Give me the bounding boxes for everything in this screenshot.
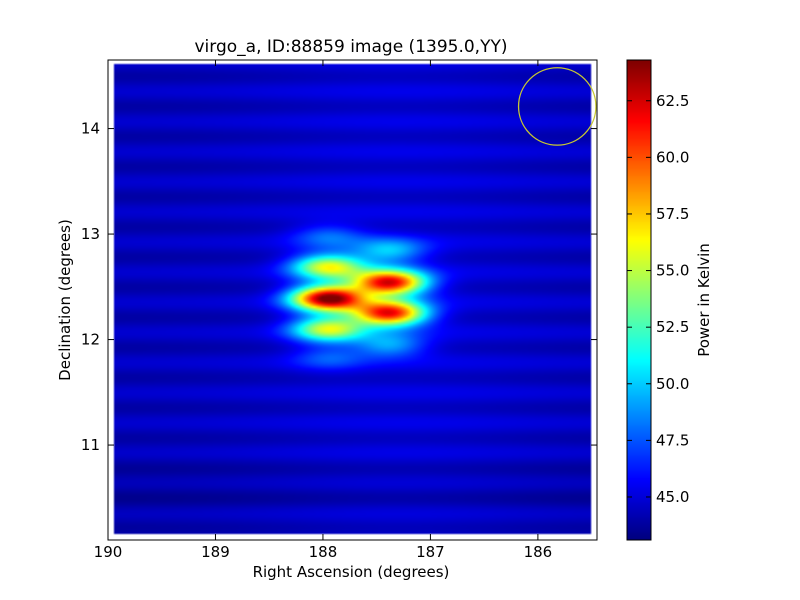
chart-title: virgo_a, ID:88859 image (1395.0,YY) (195, 37, 508, 57)
colorbar-tick-label: 62.5 (656, 92, 689, 110)
plot-frame (107, 59, 598, 541)
y-tick-label: 14 (81, 120, 100, 138)
x-tick-label: 189 (201, 543, 230, 561)
y-axis: 11 12 13 14 (81, 120, 597, 454)
colorbar-frame (626, 59, 652, 541)
colorbar-label: Power in Kelvin (695, 243, 713, 357)
colorbar-tick-label: 55.0 (656, 262, 689, 280)
y-axis-label: Declination (degrees) (56, 219, 74, 381)
colorbar-tick-label: 45.0 (656, 488, 689, 506)
colorbar-tick-label: 60.0 (656, 148, 689, 166)
colorbar-ticks: 45.0 47.5 50.0 52.5 55.0 57.5 60.0 62.5 (627, 92, 689, 506)
y-tick-label: 11 (81, 436, 100, 454)
heatmap-image (108, 60, 597, 540)
colorbar-tick-label: 50.0 (656, 375, 689, 393)
y-tick-label: 12 (81, 331, 100, 349)
x-tick-label: 186 (524, 543, 553, 561)
colorbar-tick-label: 52.5 (656, 318, 689, 336)
x-tick-label: 190 (94, 543, 123, 561)
colorbar-gradient (627, 60, 651, 540)
y-tick-label: 13 (81, 225, 100, 243)
x-tick-label: 187 (416, 543, 445, 561)
x-axis-label: Right Ascension (degrees) (253, 563, 450, 581)
x-tick-label: 188 (309, 543, 338, 561)
colorbar: 45.0 47.5 50.0 52.5 55.0 57.5 60.0 62.5 Power i… (626, 59, 713, 541)
colorbar-tick-label: 57.5 (656, 205, 689, 223)
x-axis: 190 189 188 187 186 (94, 60, 553, 561)
plot-area (107, 59, 598, 541)
beam-circle (517, 67, 597, 146)
colorbar-tick-label: 47.5 (656, 431, 689, 449)
